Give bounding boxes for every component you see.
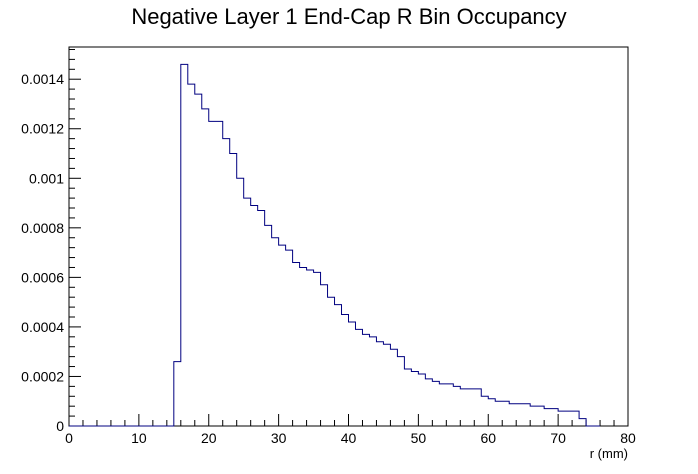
- y-tick-label: 0.0008: [21, 220, 64, 236]
- x-tick-label: 30: [271, 430, 287, 446]
- y-tick-label: 0.0014: [21, 71, 64, 87]
- plot-frame: [68, 46, 629, 427]
- y-axis: 0 0.0002 0.0004 0.0006 0.0008 0.001 0.0012 0.00…: [21, 48, 81, 434]
- x-tick-label: 0: [65, 430, 73, 446]
- y-tick-label: 0: [56, 418, 64, 434]
- x-axis: 0 10 20 30 40 50 60 70 80: [65, 414, 636, 446]
- y-tick-label: 0.0012: [21, 121, 64, 137]
- x-tick-label: 80: [620, 430, 636, 446]
- x-axis-label: r (mm): [590, 446, 628, 461]
- y-tick-label: 0.0002: [21, 368, 64, 384]
- histogram-series-line: [69, 63, 601, 427]
- y-tick-label: 0.001: [29, 170, 64, 186]
- y-tick-label: 0.0004: [21, 319, 64, 335]
- x-tick-label: 20: [201, 430, 217, 446]
- x-tick-label: 60: [480, 430, 496, 446]
- x-tick-label: 40: [341, 430, 357, 446]
- y-tick-label: 0.0006: [21, 269, 64, 285]
- chart-title: Negative Layer 1 End-Cap R Bin Occupancy: [131, 4, 566, 29]
- x-tick-label: 50: [411, 430, 427, 446]
- x-tick-label: 70: [550, 430, 566, 446]
- x-tick-label: 10: [131, 430, 147, 446]
